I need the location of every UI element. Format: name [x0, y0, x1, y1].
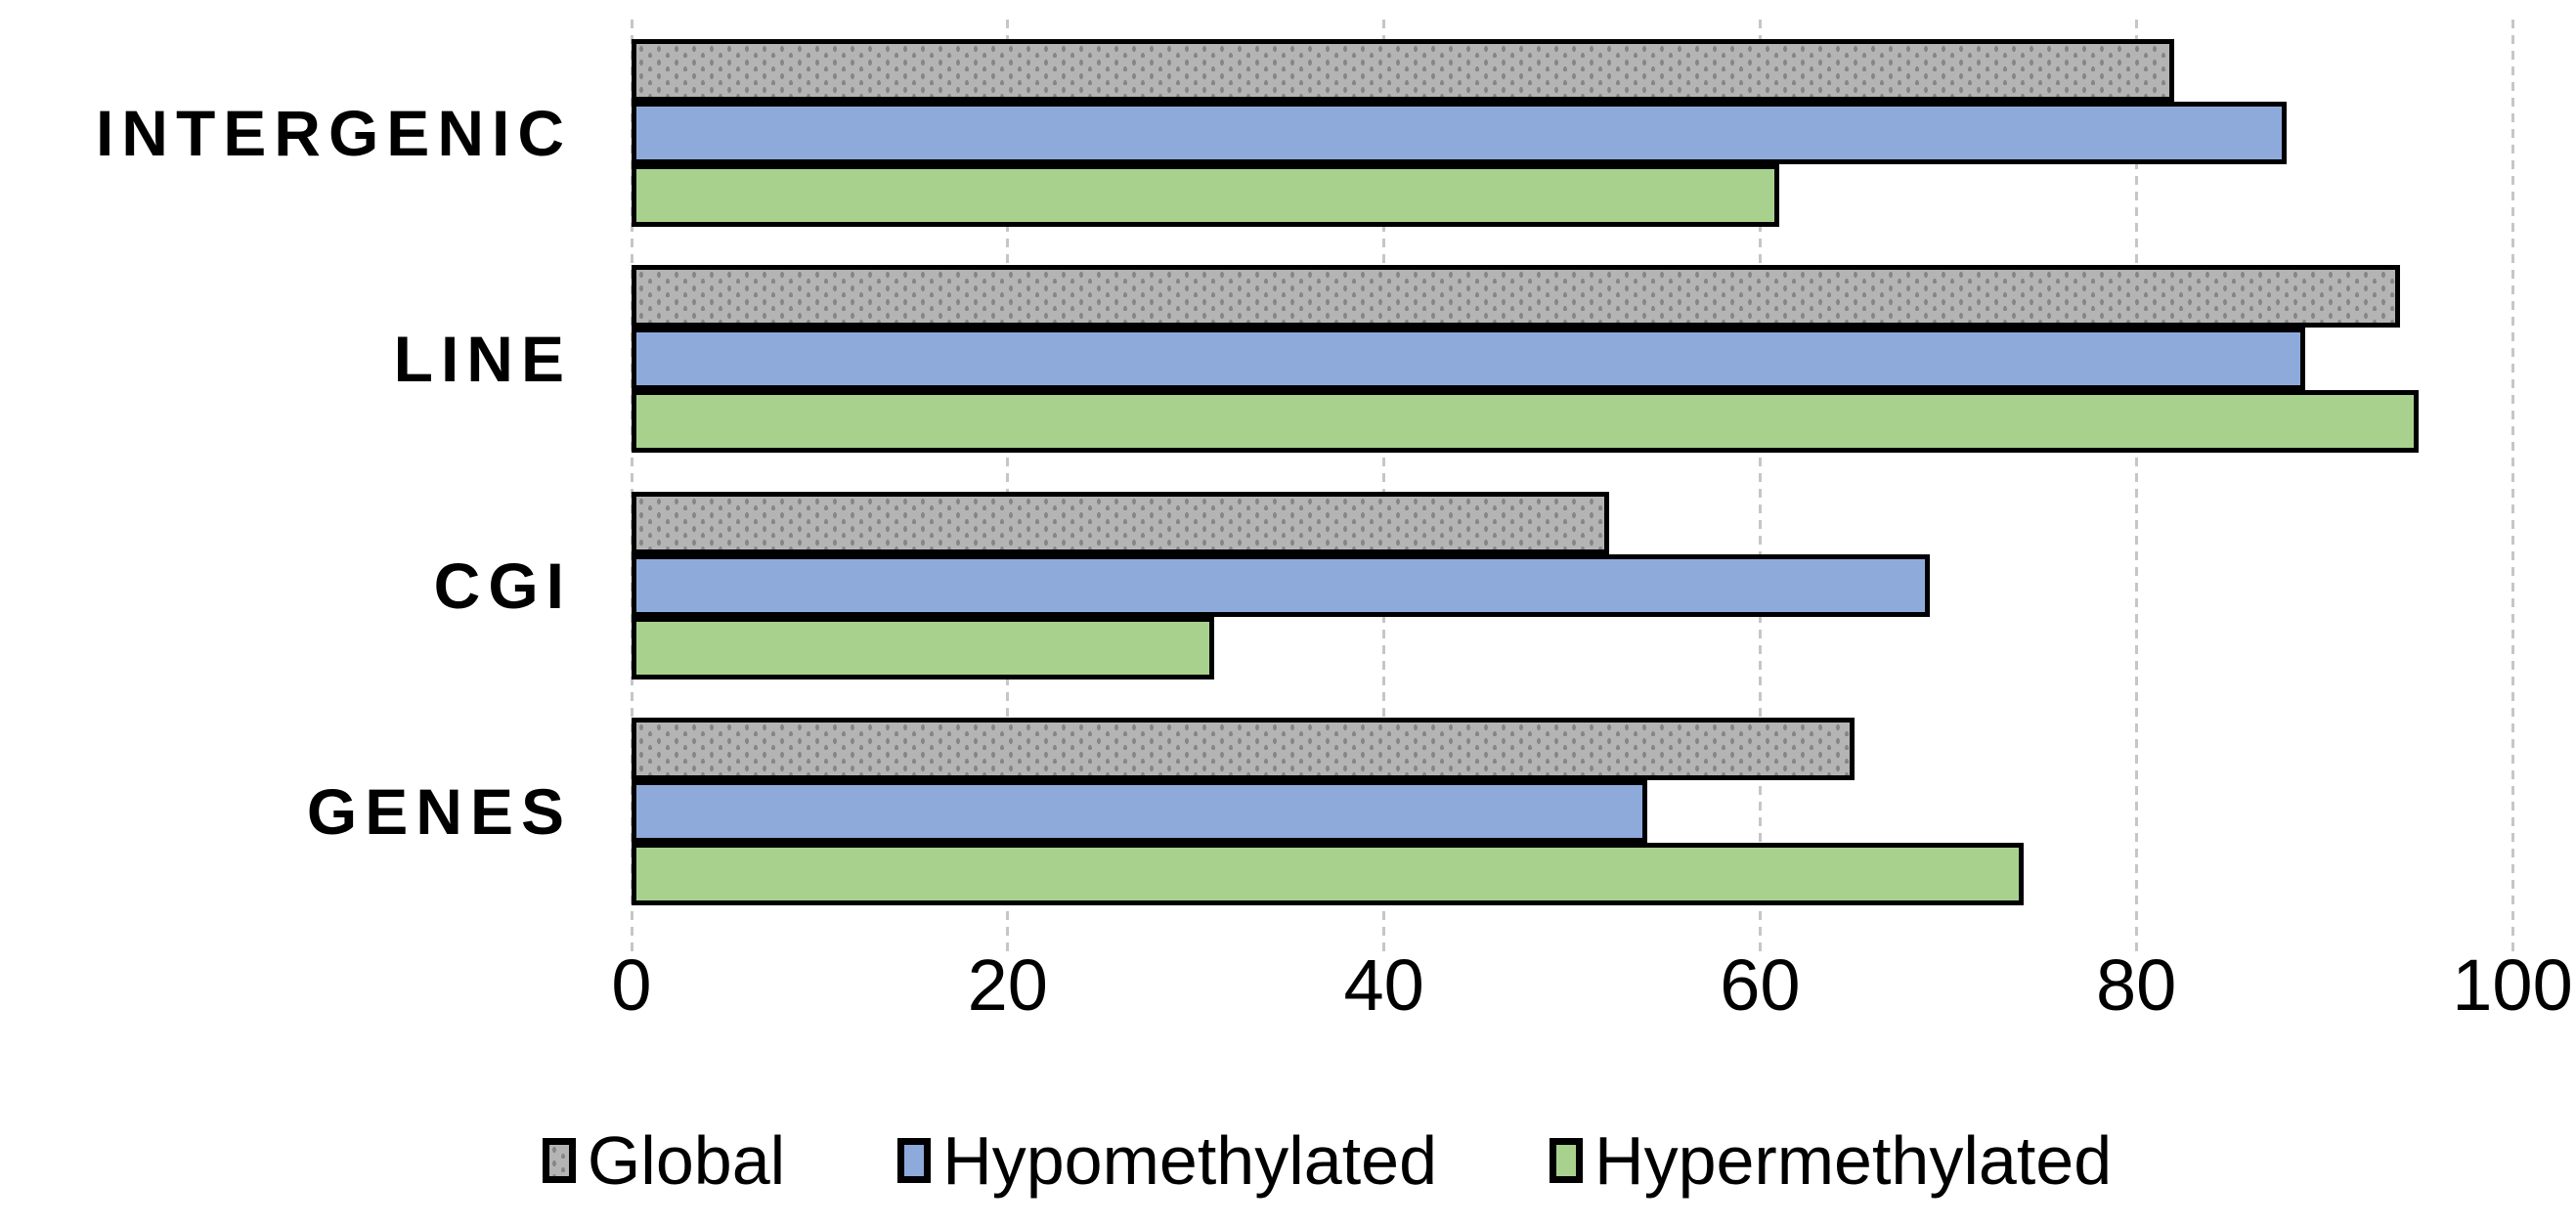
category-label: INTERGENIC: [95, 96, 572, 169]
bar-line-hypermethylated: [632, 390, 2419, 454]
x-tick-label: 40: [1343, 944, 1424, 1026]
legend-item-hypomethylated: Hypomethylated: [897, 1121, 1437, 1200]
gridline: [2134, 20, 2138, 954]
bar-genes-hypomethylated: [632, 780, 1647, 844]
bar-genes-global: [632, 718, 1855, 781]
legend-label: Hypermethylated: [1594, 1122, 2113, 1199]
bar-cgi-hypomethylated: [632, 553, 1930, 617]
bar-genes-hypermethylated: [632, 843, 2024, 906]
legend-item-hypermethylated: Hypermethylated: [1550, 1121, 2112, 1200]
bar-cgi-global: [632, 491, 1610, 554]
gridline: [1382, 20, 1386, 954]
gridline: [1006, 20, 1010, 954]
bar-line-hypomethylated: [632, 328, 2306, 391]
bar-cgi-hypermethylated: [632, 616, 1215, 679]
gridline: [2511, 20, 2514, 954]
x-tick-label: 20: [967, 944, 1048, 1026]
legend-swatch-icon: [1550, 1138, 1584, 1183]
x-tick-label: 80: [2096, 944, 2177, 1026]
legend-item-global: Global: [542, 1121, 786, 1200]
category-label: LINE: [393, 323, 572, 396]
category-label: CGI: [433, 548, 572, 622]
gridline: [630, 20, 633, 954]
bar-intergenic-global: [632, 38, 2174, 102]
legend: Global Hypomethylated Hypermethylated: [39, 1117, 2576, 1205]
x-tick-label: 60: [1720, 944, 1801, 1026]
category-label: GENES: [306, 775, 572, 849]
x-tick-label: 100: [2452, 944, 2573, 1026]
legend-label: Global: [587, 1122, 786, 1199]
x-tick-label: 0: [611, 944, 652, 1026]
legend-label: Hypomethylated: [942, 1122, 1438, 1199]
bar-intergenic-hypermethylated: [632, 163, 1779, 227]
legend-swatch-icon: [897, 1138, 932, 1183]
bar-intergenic-hypomethylated: [632, 101, 2288, 164]
legend-swatch-icon: [542, 1138, 576, 1183]
bar-line-global: [632, 265, 2400, 329]
gridline: [1758, 20, 1762, 954]
